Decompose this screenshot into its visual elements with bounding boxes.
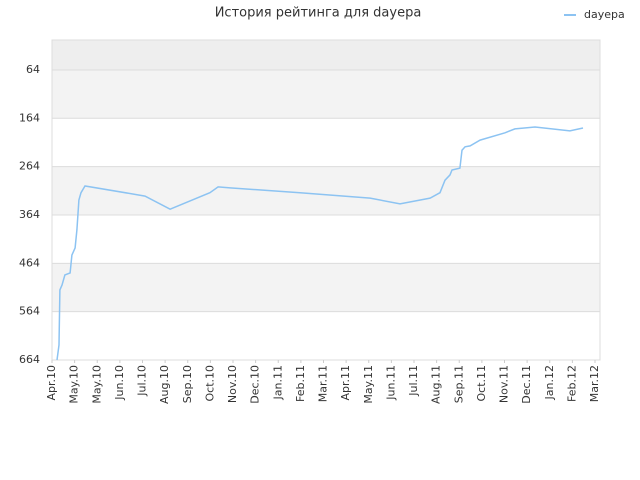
x-tick-label: May.10 [68, 365, 81, 404]
plot-band [52, 69, 600, 119]
x-tick-label: Jan.12 [543, 365, 556, 400]
x-tick-label: Oct.11 [475, 365, 488, 402]
chart-title: История рейтинга для dayepa [215, 6, 422, 21]
x-tick-label: Mar.12 [588, 365, 601, 402]
x-tick-label: Feb.12 [565, 365, 578, 402]
plot-band [52, 40, 600, 70]
y-tick-label: 464 [19, 256, 40, 269]
x-tick-label: Aug.10 [158, 365, 171, 404]
y-tick-label: 364 [19, 208, 40, 221]
y-tick-label: 564 [19, 305, 40, 318]
x-tick-label: Nov.11 [498, 365, 511, 403]
plot-band [52, 166, 600, 215]
x-tick-label: Jul.10 [136, 365, 149, 397]
x-tick-label: Apr.10 [45, 365, 58, 401]
x-tick-label: Mar.11 [317, 365, 330, 402]
plot-band [52, 214, 600, 264]
x-tick-label: Aug.11 [430, 365, 443, 404]
x-tick-label: Jul.11 [407, 365, 420, 397]
x-tick-label: Dec.10 [249, 365, 262, 404]
x-tick-label: Dec.11 [520, 365, 533, 404]
legend-label: dayepa [584, 8, 625, 21]
x-tick-label: May.11 [362, 365, 375, 404]
x-tick-label: Nov.10 [226, 365, 239, 403]
x-tick-label: Jan.11 [271, 365, 284, 400]
x-tick-label: Oct.10 [203, 365, 216, 402]
x-tick-label: Feb.11 [294, 365, 307, 402]
plot-band [52, 118, 600, 167]
series-line [56, 126, 584, 361]
x-tick-label: Jun.11 [384, 365, 397, 401]
x-tick-label: Sep.11 [452, 365, 465, 403]
x-tick-label: Sep.10 [181, 365, 194, 403]
y-tick-label: 264 [19, 160, 40, 173]
x-tick-label: Apr.11 [339, 365, 352, 401]
x-tick-label: Jun.10 [113, 365, 126, 401]
x-tick-label: May.10 [90, 365, 103, 404]
plot-band [52, 311, 600, 360]
plot-band [52, 263, 600, 312]
y-tick-label: 164 [19, 111, 40, 124]
y-tick-label: 64 [26, 63, 40, 76]
y-tick-label: 664 [19, 353, 40, 366]
